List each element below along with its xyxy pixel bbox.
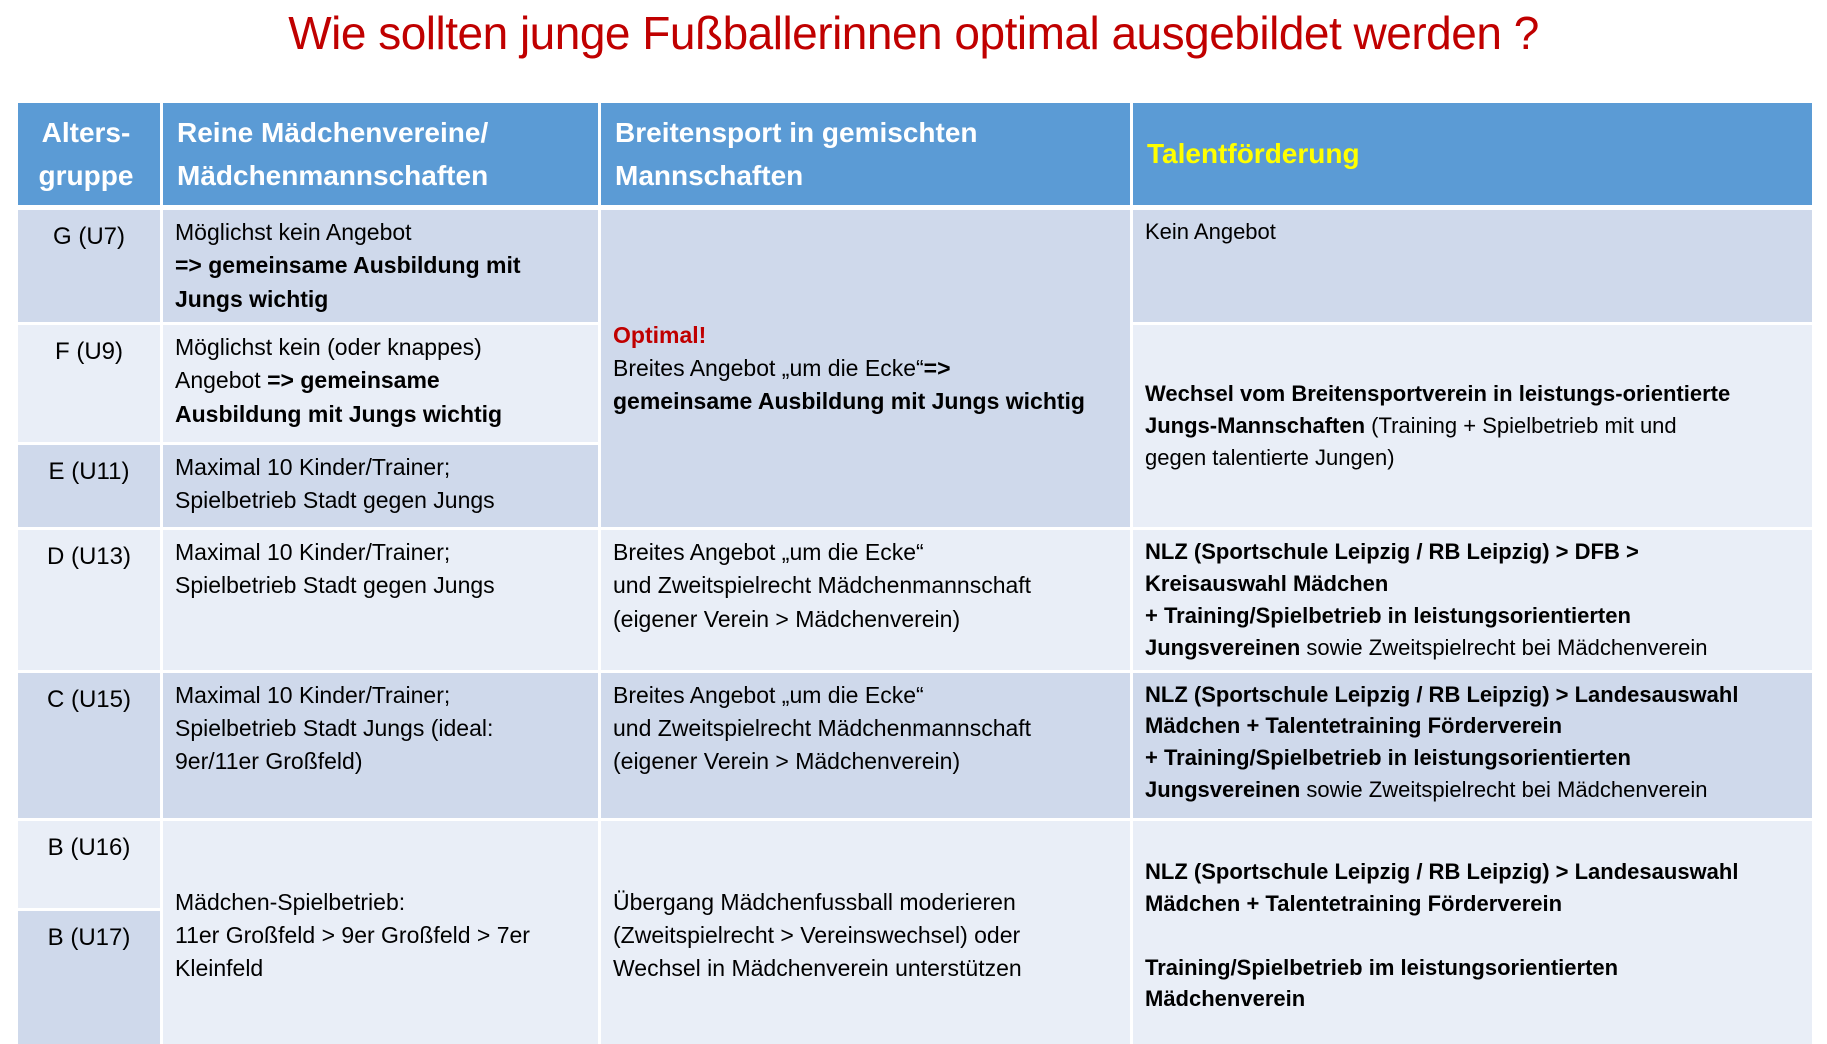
table-row-d-u13: D (U13) Maximal 10 Kinder/Trainer; Spielb… xyxy=(15,527,1815,673)
cell-b-maedchenvereine: Mädchen-Spielbetrieb: 11er Großfeld > 9er… xyxy=(160,817,601,1044)
header-talentfoerderung: Talentförderung xyxy=(1130,100,1815,210)
cell-b-talentfoerderung: NLZ (Sportschule Leipzig / RB Leipzig) >… xyxy=(1130,817,1815,1044)
cell-g-maedchenvereine: Möglichst kein Angebot => gemeinsame Ausb… xyxy=(160,205,601,326)
cell-e-age: E (U11) xyxy=(15,442,163,531)
table-row-f-u9: F (U9) Möglichst kein (oder knappes) Ange… xyxy=(15,322,1815,531)
cell-d-maedchenvereine: Maximal 10 Kinder/Trainer; Spielbetrieb S… xyxy=(160,527,601,673)
cell-b16-age: B (U16) xyxy=(15,817,163,911)
table-row-e-u11: E (U11) Maximal 10 Kinder/Trainer; Spielb… xyxy=(15,442,1814,531)
cell-c-breitensport: Breites Angebot „um die Ecke“ und Zweitsp… xyxy=(598,669,1133,821)
cell-f-maedchenvereine: Möglichst kein (oder knappes) Angebot => … xyxy=(160,322,601,446)
table-row-b-u16: B (U16) Mädchen-Spielbetrieb: 11er Großfe… xyxy=(15,817,1815,1044)
header-maedchenvereine: Reine Mädchenvereine/Mädchenmannschaften xyxy=(160,100,601,210)
cell-e-maedchenvereine: Maximal 10 Kinder/Trainer; Spielbetrieb S… xyxy=(160,442,601,531)
header-breitensport: Breitensport in gemischten Mannschaften xyxy=(598,100,1133,210)
cell-g-age: G (U7) xyxy=(15,205,163,326)
table-row-g-u7: G (U7) Möglichst kein Angebot => gemeinsa… xyxy=(15,205,1815,531)
cell-gfe-breitensport: Optimal! Breites Angebot „um die Ecke“=> g… xyxy=(598,205,1133,531)
cell-d-breitensport: Breites Angebot „um die Ecke“ und Zweitsp… xyxy=(598,527,1133,673)
cell-f-age: F (U9) xyxy=(15,322,163,446)
cell-b-breitensport: Übergang Mädchenfussball moderieren (Zwei… xyxy=(598,817,1133,1044)
cell-c-talentfoerderung: NLZ (Sportschule Leipzig / RB Leipzig) >… xyxy=(1130,669,1815,821)
cell-fe-talentfoerderung: Wechsel vom Breitensportverein in leistu… xyxy=(1130,322,1815,531)
cell-c-age: C (U15) xyxy=(15,669,163,821)
page-title: Wie sollten junge Fußballerinnen optimal… xyxy=(288,7,1539,59)
cell-b17-age: B (U17) xyxy=(15,907,163,1044)
cell-g-talentfoerderung: Kein Angebot xyxy=(1130,205,1815,326)
cell-d-talentfoerderung: NLZ (Sportschule Leipzig / RB Leipzig) >… xyxy=(1130,527,1815,673)
header-altersgruppe: Alters-gruppe xyxy=(15,100,163,210)
cell-c-maedchenvereine: Maximal 10 Kinder/Trainer; Spielbetrieb S… xyxy=(160,669,601,821)
cell-d-age: D (U13) xyxy=(15,527,163,673)
table-row-b-u17: B (U17) xyxy=(15,907,1814,1044)
training-table: Alters-gruppe Reine Mädchenvereine/Mädch… xyxy=(15,100,1815,1044)
table-header-row: Alters-gruppe Reine Mädchenvereine/Mädch… xyxy=(15,100,1815,210)
table-row-c-u15: C (U15) Maximal 10 Kinder/Trainer; Spielb… xyxy=(15,669,1815,821)
